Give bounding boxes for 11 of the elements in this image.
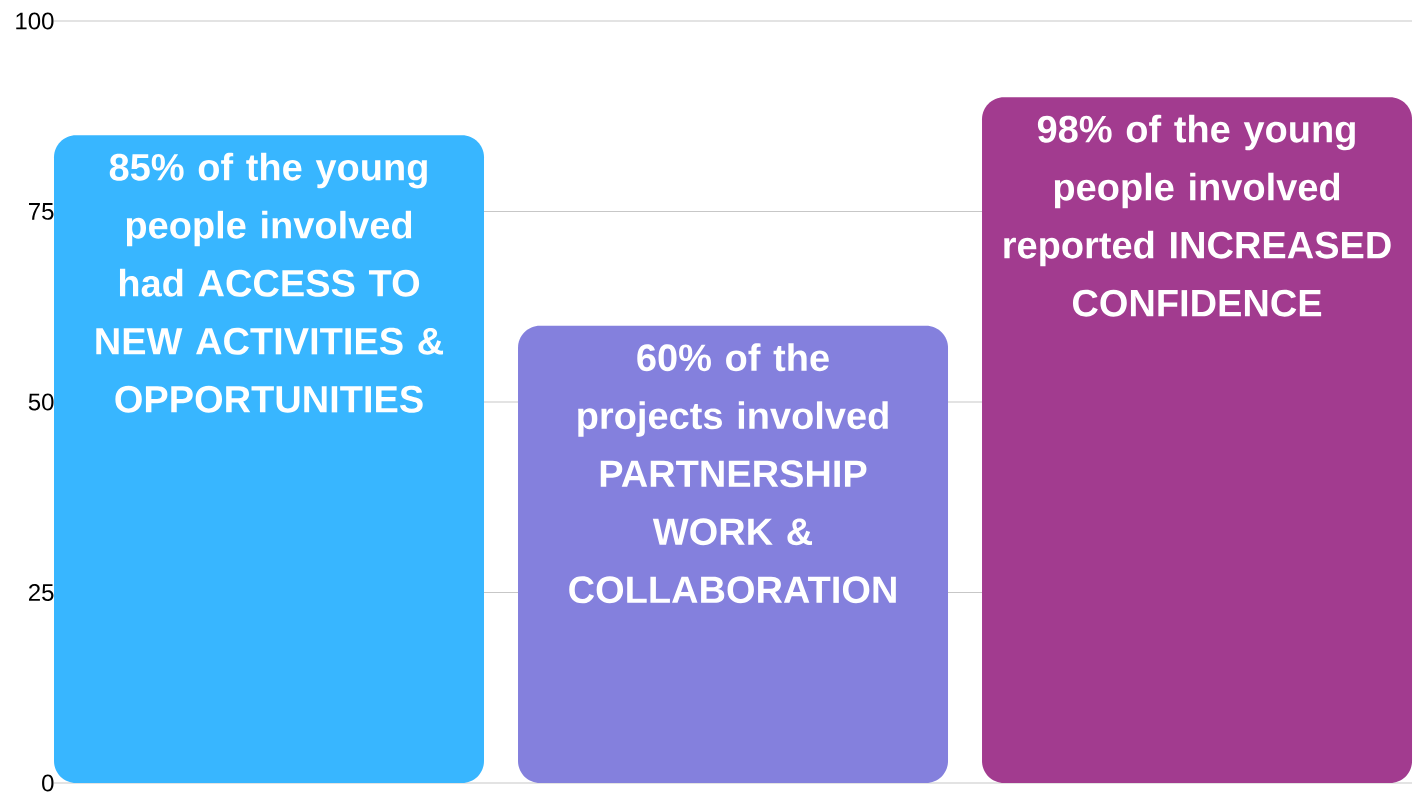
annotation: 60% of the projects involved PARTNERSHIP WORK & COLLABORATION — [569, 343, 896, 604]
bar — [982, 97, 1413, 783]
y-tick-label: 50 — [28, 393, 54, 411]
y-tick-label: 100 — [16, 12, 54, 30]
bar — [54, 135, 485, 783]
y-tick-label: 25 — [28, 584, 54, 601]
y-tick-label: 0 — [42, 774, 54, 792]
y-tick-label: 75 — [29, 203, 54, 220]
annotation: 85% of the young people involved had ACCESS TO NEW ACTIVITIES & OPPORTUNITIES — [96, 152, 444, 413]
annotation: 98% of the young people involved reported INCREASED CONFIDENCE — [1004, 114, 1391, 317]
bar — [518, 325, 949, 783]
